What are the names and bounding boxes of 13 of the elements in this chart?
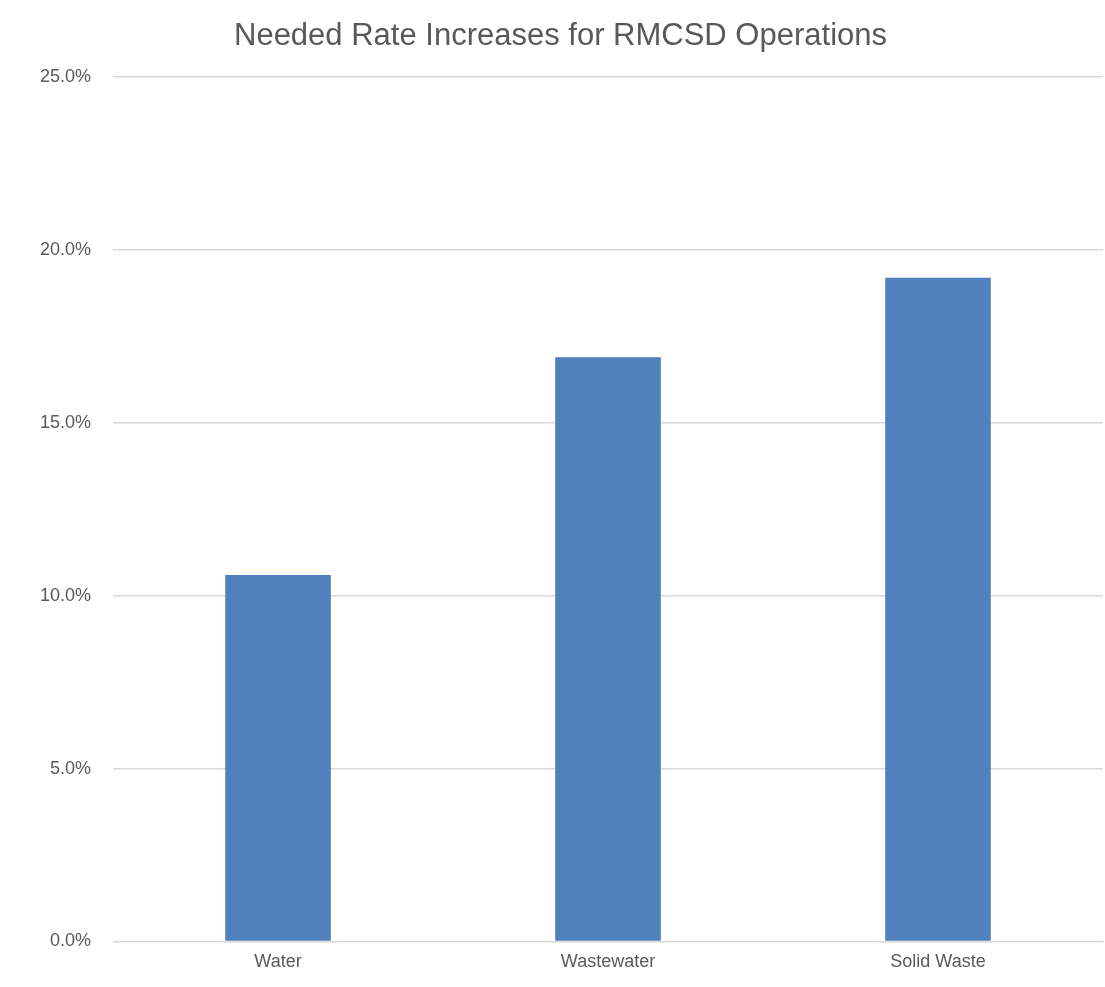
y-tick-label: 10.0% bbox=[39, 584, 92, 605]
bar bbox=[225, 574, 331, 941]
y-tick-label: 25.0% bbox=[39, 66, 92, 87]
x-tick-label: Wastewater bbox=[560, 951, 656, 972]
bar bbox=[885, 277, 991, 941]
bar bbox=[555, 357, 661, 941]
y-tick-label: 15.0% bbox=[39, 411, 92, 432]
x-tick-label: Water bbox=[254, 951, 302, 972]
x-tick-label: Solid Waste bbox=[890, 951, 986, 972]
y-tick-label: 5.0% bbox=[50, 757, 92, 778]
chart-title: Needed Rate Increases for RMCSD Operations bbox=[233, 17, 888, 53]
y-tick-label: 0.0% bbox=[50, 930, 92, 951]
y-tick-label: 20.0% bbox=[39, 239, 92, 260]
